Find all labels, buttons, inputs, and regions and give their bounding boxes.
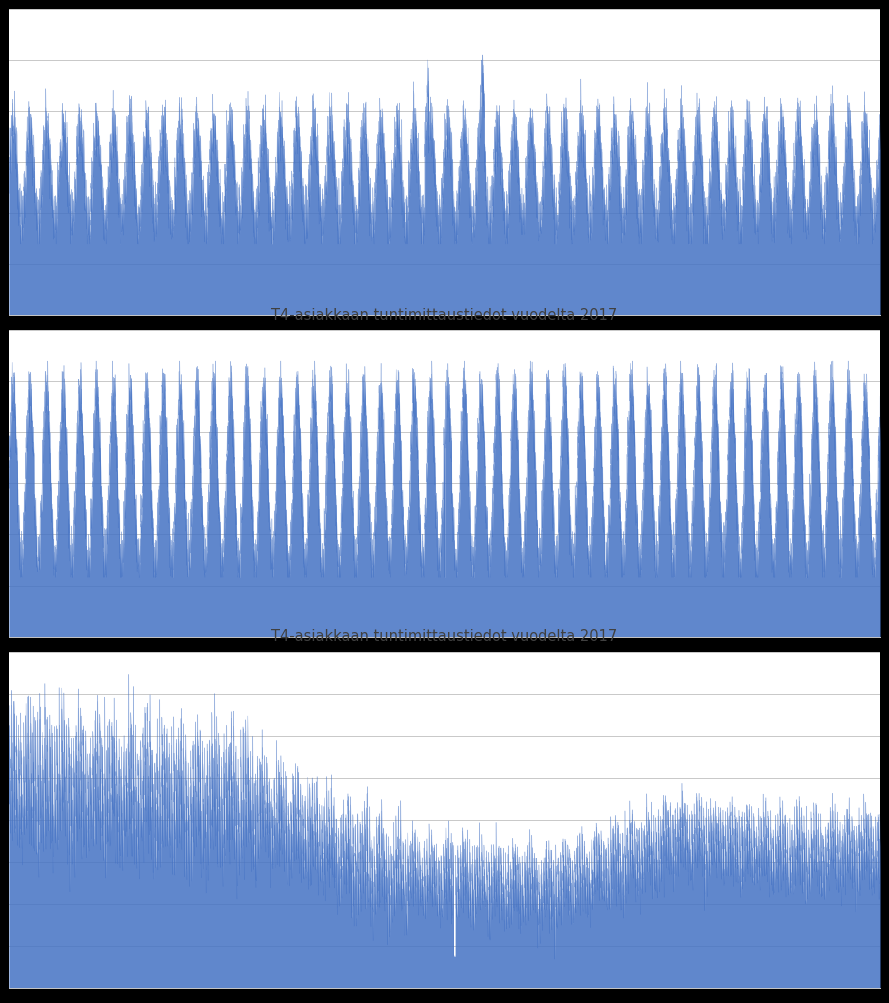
Title: T4-asiakkaan tuntimittaustiedot vuodelta 2017: T4-asiakkaan tuntimittaustiedot vuodelta…: [271, 308, 618, 323]
Title: T4-asiakkaan tuntimittaustiedot vuodelta 2017: T4-asiakkaan tuntimittaustiedot vuodelta…: [271, 0, 618, 2]
Title: T4-asiakkaan tuntimittaustiedot vuodelta 2017: T4-asiakkaan tuntimittaustiedot vuodelta…: [271, 629, 618, 644]
